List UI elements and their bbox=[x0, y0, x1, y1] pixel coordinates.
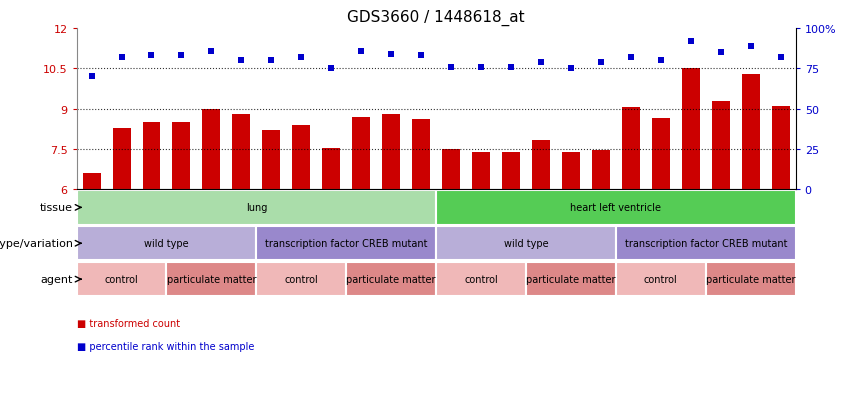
Title: GDS3660 / 1448618_at: GDS3660 / 1448618_at bbox=[347, 10, 525, 26]
Bar bbox=[682, 69, 700, 190]
Bar bbox=[77, 226, 256, 261]
Bar bbox=[167, 262, 256, 297]
Bar bbox=[502, 152, 520, 190]
Bar bbox=[262, 131, 280, 190]
Text: ■ percentile rank within the sample: ■ percentile rank within the sample bbox=[77, 341, 254, 351]
Bar bbox=[616, 262, 705, 297]
Text: wild type: wild type bbox=[504, 239, 548, 249]
Text: particulate matter: particulate matter bbox=[167, 275, 256, 285]
Text: genotype/variation: genotype/variation bbox=[0, 239, 73, 249]
Bar bbox=[616, 226, 796, 261]
Bar bbox=[382, 115, 400, 190]
Bar bbox=[711, 101, 730, 190]
Bar bbox=[256, 262, 346, 297]
Text: control: control bbox=[464, 275, 498, 285]
Bar bbox=[436, 262, 526, 297]
Bar bbox=[232, 115, 250, 190]
Bar bbox=[173, 123, 191, 190]
Text: heart left ventricle: heart left ventricle bbox=[570, 203, 661, 213]
Text: transcription factor CREB mutant: transcription factor CREB mutant bbox=[265, 239, 427, 249]
Bar bbox=[412, 120, 430, 190]
Bar bbox=[622, 108, 640, 190]
Text: transcription factor CREB mutant: transcription factor CREB mutant bbox=[625, 239, 787, 249]
Bar bbox=[203, 109, 220, 190]
Bar bbox=[436, 191, 796, 225]
Text: tissue: tissue bbox=[40, 203, 73, 213]
Bar bbox=[652, 119, 670, 190]
Bar bbox=[142, 123, 161, 190]
Bar bbox=[256, 226, 436, 261]
Text: particulate matter: particulate matter bbox=[526, 275, 616, 285]
Bar bbox=[323, 148, 340, 190]
Bar bbox=[77, 262, 167, 297]
Bar bbox=[293, 126, 311, 190]
Bar bbox=[77, 191, 437, 225]
Text: control: control bbox=[284, 275, 318, 285]
Text: wild type: wild type bbox=[144, 239, 189, 249]
Text: control: control bbox=[644, 275, 677, 285]
Bar bbox=[562, 152, 580, 190]
Text: particulate matter: particulate matter bbox=[706, 275, 796, 285]
Bar bbox=[592, 151, 610, 190]
Text: agent: agent bbox=[41, 275, 73, 285]
Text: control: control bbox=[105, 275, 139, 285]
Bar bbox=[772, 107, 790, 190]
Bar bbox=[443, 150, 460, 190]
Bar bbox=[83, 174, 100, 190]
Text: ■ transformed count: ■ transformed count bbox=[77, 318, 180, 328]
Bar bbox=[526, 262, 616, 297]
Bar bbox=[346, 262, 437, 297]
Text: lung: lung bbox=[246, 203, 267, 213]
Bar bbox=[532, 140, 550, 190]
Bar bbox=[352, 117, 370, 190]
Bar bbox=[436, 226, 616, 261]
Bar bbox=[742, 74, 760, 190]
Bar bbox=[112, 128, 130, 190]
Bar bbox=[472, 152, 490, 190]
Bar bbox=[705, 262, 796, 297]
Text: particulate matter: particulate matter bbox=[346, 275, 436, 285]
